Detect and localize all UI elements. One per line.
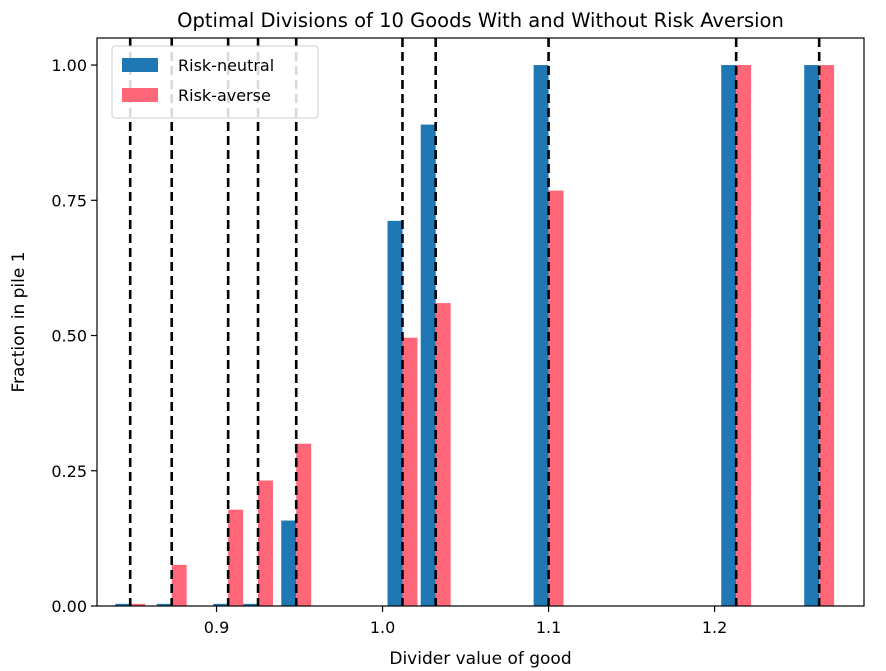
legend: Risk-neutral Risk-averse <box>111 45 319 119</box>
y-tick-label: 0.75 <box>51 191 87 210</box>
bar-risk-averse <box>435 303 451 606</box>
bar-risk-averse <box>130 603 146 606</box>
bar-risk-neutral <box>804 65 820 607</box>
bar-risk-neutral <box>213 603 229 606</box>
bar-risk-neutral <box>115 603 131 606</box>
bar-risk-neutral <box>243 603 259 606</box>
bar-risk-averse <box>228 509 244 606</box>
y-tick-label: 0.25 <box>51 462 87 481</box>
x-tick-label: 1.0 <box>370 618 395 637</box>
legend-box <box>111 45 319 119</box>
legend-label-risk-neutral: Risk-neutral <box>178 56 274 75</box>
y-axis-label: Fraction in pile 1 <box>9 251 29 392</box>
bar-risk-neutral <box>281 520 297 606</box>
axes: 0.9 1.0 1.1 1.2 0.00 0.25 0.50 0.75 1.00 <box>51 37 865 637</box>
bar-risk-averse <box>171 564 187 606</box>
plot-frame <box>96 37 865 607</box>
legend-swatch-risk-neutral <box>122 58 158 72</box>
bar-risk-averse <box>819 65 835 607</box>
y-tick-label: 1.00 <box>51 56 87 75</box>
bar-risk-averse <box>402 337 418 606</box>
bar-risk-averse <box>296 443 312 606</box>
x-tick-label: 1.1 <box>536 618 561 637</box>
bar-risk-neutral <box>721 65 737 607</box>
legend-label-risk-averse: Risk-averse <box>178 86 271 105</box>
bar-risk-averse <box>548 190 564 606</box>
bar-risk-averse <box>258 480 273 606</box>
y-tick-label: 0.50 <box>51 327 87 346</box>
legend-swatch-risk-averse <box>122 88 158 102</box>
x-tick-label: 1.2 <box>702 618 727 637</box>
plot-area <box>115 38 835 607</box>
y-tick-label: 0.00 <box>51 597 87 616</box>
bar-risk-averse <box>736 65 752 607</box>
bar-risk-neutral <box>420 124 436 607</box>
bar-risk-neutral <box>533 65 549 607</box>
x-tick-label: 0.9 <box>204 618 229 637</box>
chart-title: Optimal Divisions of 10 Goods With and W… <box>177 9 784 32</box>
bar-risk-neutral <box>156 603 172 606</box>
x-axis-label: Divider value of good <box>389 649 571 669</box>
bar-risk-neutral <box>387 220 403 606</box>
